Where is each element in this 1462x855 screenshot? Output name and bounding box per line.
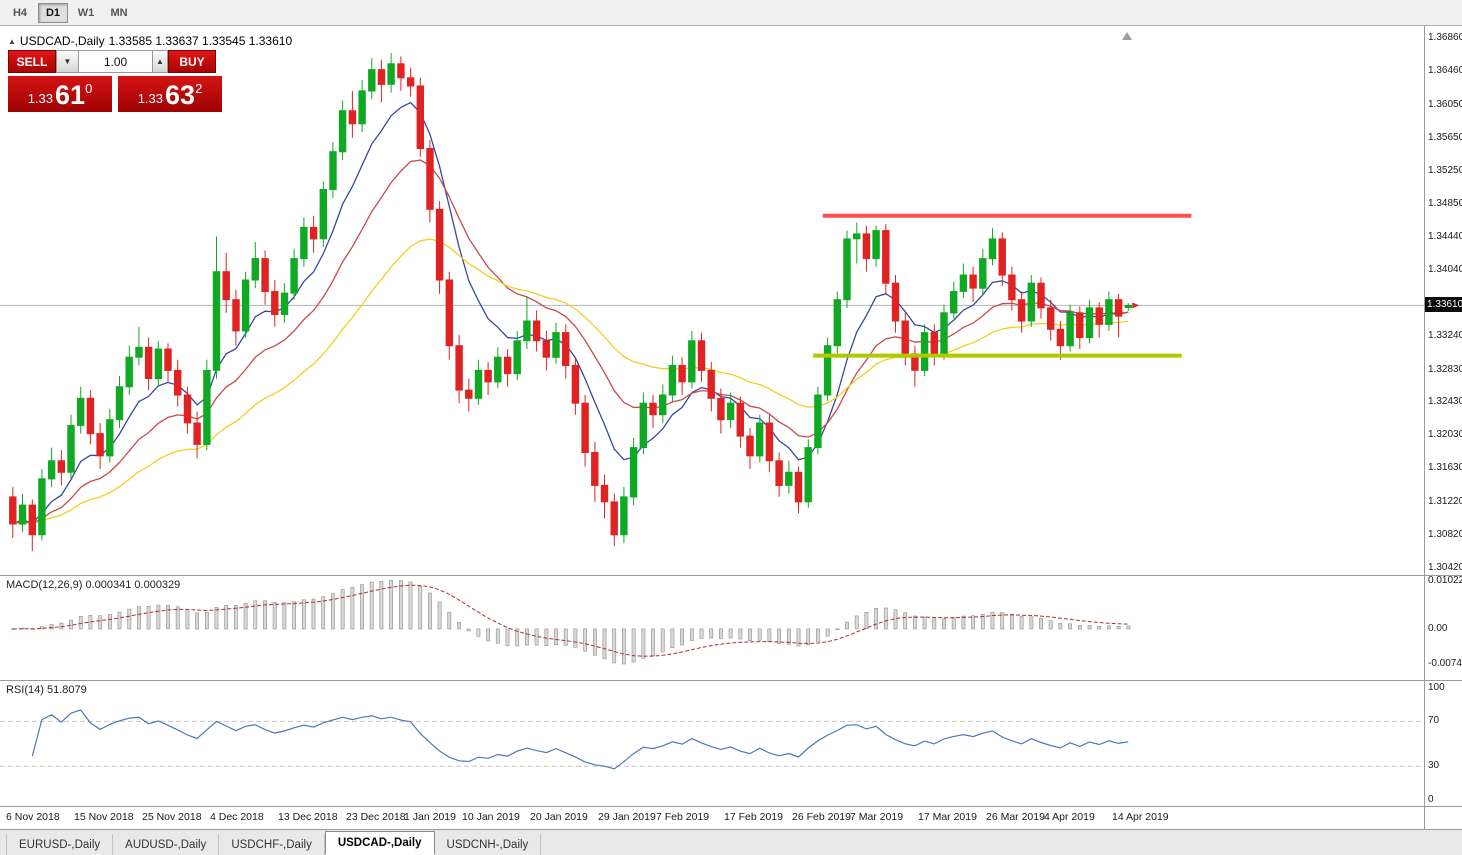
buy-price-main: 63 xyxy=(165,80,196,111)
price-chart-svg[interactable] xyxy=(0,26,1424,575)
macd-label: MACD(12,26,9) 0.000341 0.000329 xyxy=(6,579,181,591)
rsi-plot xyxy=(0,681,1424,806)
rsi-svg xyxy=(0,709,1424,770)
timeframe-button-h4[interactable]: H4 xyxy=(5,3,35,23)
current-price-arrow xyxy=(1132,302,1140,309)
price-tick-label: 1.34040 xyxy=(1428,264,1462,275)
date-tick-label: 7 Feb 2019 xyxy=(656,811,710,823)
sell-price-display[interactable]: 1.33 61 0 xyxy=(8,76,112,112)
candles-group[interactable] xyxy=(9,53,1132,552)
price-tick-label: 1.35650 xyxy=(1428,132,1462,143)
timeframe-button-d1[interactable]: D1 xyxy=(38,2,68,23)
chart-title: ▲ USDCAD-,Daily 1.33585 1.33637 1.33545 … xyxy=(8,34,292,48)
buy-button[interactable]: BUY xyxy=(168,50,216,73)
buy-price-pipette: 2 xyxy=(195,81,203,96)
date-tick-label: 15 Nov 2018 xyxy=(74,811,134,823)
date-tick-label: 17 Feb 2019 xyxy=(724,811,783,823)
date-tick-label: 10 Jan 2019 xyxy=(462,811,520,823)
macd-indicator-pane[interactable]: MACD(12,26,9) 0.000341 0.000329 xyxy=(0,576,1424,680)
macd-histogram xyxy=(11,580,1131,665)
chart-shift-marker xyxy=(1122,32,1132,40)
chart-ohlc-values: 1.33585 1.33637 1.33545 1.33610 xyxy=(108,34,293,48)
sell-button[interactable]: SELL xyxy=(8,50,56,73)
date-tick-label: 23 Dec 2018 xyxy=(346,811,406,823)
price-tick-label: 1.35250 xyxy=(1428,165,1462,176)
rsi-line xyxy=(31,709,1129,770)
chevron-down-icon: ▼ xyxy=(63,57,72,66)
price-tick-label: 1.36460 xyxy=(1428,65,1462,76)
macd-tick-label: 0.00 xyxy=(1428,623,1448,634)
price-tick-label: 1.32830 xyxy=(1428,364,1462,375)
tab-eurusd-daily[interactable]: EURUSD-,Daily xyxy=(6,834,114,855)
pane-separator xyxy=(0,829,1462,830)
volume-decrease-button[interactable]: ▼ xyxy=(56,50,79,73)
macd-svg xyxy=(11,580,1131,665)
date-tick-label: 4 Apr 2019 xyxy=(1044,811,1095,823)
date-tick-label: 14 Apr 2019 xyxy=(1112,811,1169,823)
current-price-tag: 1.33610 xyxy=(1425,297,1462,312)
sell-price-prefix: 1.33 xyxy=(27,91,54,106)
rsi-tick-label: 100 xyxy=(1428,682,1445,693)
date-tick-label: 26 Feb 2019 xyxy=(792,811,851,823)
macd-signal-line xyxy=(12,584,1129,657)
tab-audusd-daily[interactable]: AUDUSD-,Daily xyxy=(113,834,220,855)
rsi-label: RSI(14) 51.8079 xyxy=(6,684,87,696)
price-tick-label: 1.30820 xyxy=(1428,529,1462,540)
rsi-tick-label: 30 xyxy=(1428,760,1440,771)
timeframe-toolbar: H4 D1 W1 MN xyxy=(0,0,1462,26)
price-tick-label: 1.34440 xyxy=(1428,231,1462,242)
symbol-tab-bar: EURUSD-,Daily AUDUSD-,Daily USDCHF-,Daily U… xyxy=(0,830,1462,855)
date-tick-label: 17 Mar 2019 xyxy=(918,811,977,823)
price-axis[interactable]: 1.36860 1.36460 1.36050 1.35650 1.35250 1.348… xyxy=(1424,26,1462,829)
rsi-indicator-pane[interactable]: RSI(14) 51.8079 xyxy=(0,681,1424,806)
chart-symbol-label: USDCAD-,Daily xyxy=(19,34,105,48)
tab-usdcad-daily[interactable]: USDCAD-,Daily xyxy=(324,831,435,855)
date-tick-label: 4 Dec 2018 xyxy=(210,811,264,823)
date-tick-label: 20 Jan 2019 xyxy=(530,811,588,823)
timeframe-button-mn[interactable]: MN xyxy=(104,3,134,23)
volume-increase-button[interactable]: ▲ xyxy=(152,50,168,73)
price-tick-label: 1.32030 xyxy=(1428,429,1462,440)
price-tick-label: 1.33240 xyxy=(1428,330,1462,341)
sell-price-main: 61 xyxy=(55,80,86,111)
date-tick-label: 25 Nov 2018 xyxy=(142,811,202,823)
sell-price-pipette: 0 xyxy=(85,81,93,96)
candlestick-plot[interactable] xyxy=(0,26,1424,575)
macd-plot xyxy=(0,576,1424,680)
symbol-arrow-icon: ▲ xyxy=(8,36,16,46)
rsi-tick-label: 70 xyxy=(1428,715,1440,726)
tab-usdchf-daily[interactable]: USDCHF-,Daily xyxy=(219,834,325,855)
date-tick-label: 7 Mar 2019 xyxy=(850,811,904,823)
ma-fast-line[interactable] xyxy=(12,101,1129,525)
buy-price-display[interactable]: 1.33 63 2 xyxy=(118,76,222,112)
volume-input[interactable] xyxy=(79,50,152,73)
date-tick-label: 6 Nov 2018 xyxy=(6,811,60,823)
pane-separator xyxy=(0,806,1462,807)
price-tick-label: 1.36050 xyxy=(1428,99,1462,110)
tab-usdcnh-daily[interactable]: USDCNH-,Daily xyxy=(435,834,542,855)
pane-separator[interactable] xyxy=(0,575,1462,576)
price-tick-label: 1.32430 xyxy=(1428,396,1462,407)
price-tick-label: 1.36860 xyxy=(1428,32,1462,43)
timeframe-button-w1[interactable]: W1 xyxy=(71,3,101,23)
pane-separator[interactable] xyxy=(0,680,1462,681)
price-tick-label: 1.31220 xyxy=(1428,496,1462,507)
price-tick-label: 1.31630 xyxy=(1428,462,1462,473)
chevron-up-icon: ▲ xyxy=(156,57,164,66)
one-click-trading-panel: SELL ▼ ▲ BUY 1.33 61 0 1.33 63 2 xyxy=(8,50,222,112)
price-chart-pane[interactable]: ▲ USDCAD-,Daily 1.33585 1.33637 1.33545 … xyxy=(0,26,1424,575)
macd-tick-label: -0.007477 xyxy=(1428,658,1462,669)
time-axis[interactable]: 6 Nov 2018 15 Nov 2018 25 Nov 2018 4 Dec 20… xyxy=(0,807,1424,829)
date-tick-label: 29 Jan 2019 xyxy=(598,811,656,823)
price-tick-label: 1.30420 xyxy=(1428,562,1462,573)
date-tick-label: 26 Mar 2019 xyxy=(986,811,1045,823)
date-tick-label: 13 Dec 2018 xyxy=(278,811,338,823)
macd-tick-label: 0.010229 xyxy=(1428,575,1462,586)
price-tick-label: 1.34850 xyxy=(1428,198,1462,209)
buy-price-prefix: 1.33 xyxy=(137,91,164,106)
date-tick-label: 1 Jan 2019 xyxy=(404,811,456,823)
rsi-tick-label: 0 xyxy=(1428,794,1434,805)
